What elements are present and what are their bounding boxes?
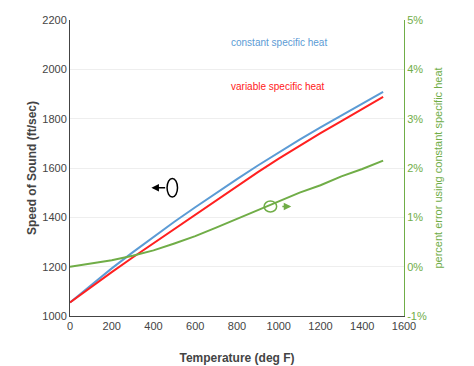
svg-text:1600: 1600: [42, 162, 66, 174]
svg-text:1200: 1200: [308, 320, 332, 332]
svg-text:-1%: -1%: [407, 310, 427, 322]
svg-text:5%: 5%: [407, 14, 423, 26]
svg-text:percent error using constant s: percent error using constant specific he…: [432, 67, 444, 268]
svg-text:4%: 4%: [407, 63, 423, 75]
svg-text:Temperature (deg F): Temperature (deg F): [179, 351, 294, 365]
svg-text:2%: 2%: [407, 162, 423, 174]
svg-text:0%: 0%: [407, 261, 423, 273]
svg-text:1400: 1400: [42, 211, 66, 223]
svg-text:1800: 1800: [42, 113, 66, 125]
svg-text:800: 800: [228, 320, 246, 332]
svg-text:2000: 2000: [42, 63, 66, 75]
svg-text:1%: 1%: [407, 211, 423, 223]
svg-text:Speed of Sound (ft/sec): Speed of Sound (ft/sec): [25, 101, 39, 235]
svg-text:1000: 1000: [42, 310, 66, 322]
svg-text:variable specific heat: variable specific heat: [231, 81, 325, 92]
svg-text:3%: 3%: [407, 113, 423, 125]
svg-text:1000: 1000: [267, 320, 291, 332]
svg-text:200: 200: [103, 320, 121, 332]
svg-text:400: 400: [144, 320, 162, 332]
svg-text:600: 600: [186, 320, 204, 332]
svg-text:1600: 1600: [392, 320, 416, 332]
svg-text:1200: 1200: [42, 261, 66, 273]
svg-text:0: 0: [67, 320, 73, 332]
svg-text:constant specific heat: constant specific heat: [231, 37, 327, 48]
svg-text:2200: 2200: [42, 14, 66, 26]
svg-text:1400: 1400: [350, 320, 374, 332]
